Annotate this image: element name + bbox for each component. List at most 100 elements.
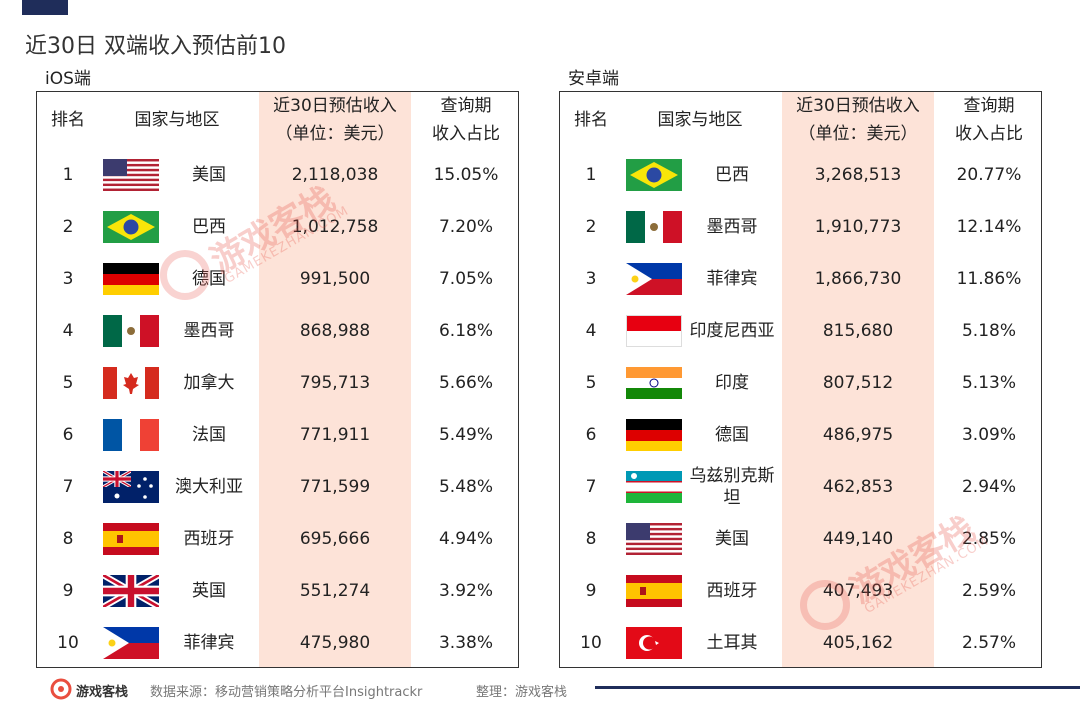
header-region: 国家与地区 (657, 110, 743, 130)
logo-ring (50, 678, 72, 700)
footer-logo-icon (50, 678, 72, 700)
flag-part (626, 523, 682, 526)
flag-part (103, 263, 159, 274)
flag-part (626, 523, 650, 540)
flag-part (103, 173, 159, 177)
revenue: 1,012,758 (291, 217, 379, 237)
flag (103, 367, 159, 399)
region: 土耳其 (706, 633, 758, 653)
flag-part (626, 525, 682, 529)
rank: 9 (62, 581, 74, 601)
revenue: 2,118,038 (291, 165, 379, 185)
flag-part (103, 627, 129, 659)
flag-part (103, 186, 159, 189)
header-rank: 排名 (51, 110, 85, 130)
flag-image (626, 367, 682, 399)
flag-part (655, 641, 659, 645)
flag-part (103, 181, 159, 184)
flag-part (626, 430, 682, 441)
revenue: 807,512 (822, 373, 894, 393)
header-region: 国家与地区 (134, 110, 220, 130)
flag-part (103, 419, 122, 451)
flag-part (626, 378, 682, 388)
flag-part (103, 315, 122, 347)
region: 美国 (192, 165, 226, 185)
flag-part (626, 537, 682, 541)
region: 乌兹别克斯坦 (689, 466, 775, 508)
logo-dot (58, 686, 64, 692)
rank: 1 (585, 165, 597, 185)
flag (626, 211, 682, 243)
flag-image (103, 315, 159, 347)
rank: 6 (62, 425, 74, 445)
flag (103, 159, 159, 192)
flag-part (103, 178, 159, 182)
rank: 3 (62, 269, 74, 289)
flag-part (626, 530, 682, 534)
flag-canton (103, 471, 131, 487)
flag (626, 263, 682, 295)
flag-part (640, 587, 646, 595)
page-title: 近30日 双端收入预估前10 (25, 34, 286, 59)
footer-rule (595, 686, 1080, 689)
flag-part (103, 161, 159, 165)
region: 西班牙 (706, 581, 758, 601)
flag (626, 627, 682, 659)
share: 5.13% (961, 373, 1016, 393)
share: 5.18% (961, 321, 1016, 341)
region: 澳大利亚 (175, 477, 243, 497)
rank: 7 (62, 477, 74, 497)
header-share: 收入占比 (432, 124, 500, 144)
flag-part (140, 419, 159, 451)
flag (103, 263, 159, 295)
flag (103, 627, 159, 659)
share: 7.05% (438, 269, 493, 289)
flag-part (140, 315, 159, 347)
flag-part (626, 367, 682, 378)
flag-part (103, 163, 159, 167)
flag-image (626, 419, 682, 451)
flag-part (626, 532, 682, 536)
share: 2.59% (961, 581, 1016, 601)
share: 15.05% (433, 165, 499, 185)
flag-part (626, 263, 652, 295)
flag (626, 419, 682, 451)
flag-part (626, 419, 682, 430)
region: 加拿大 (183, 373, 235, 393)
watermark-icon (160, 250, 210, 300)
highlight-column (782, 92, 934, 667)
flag-image (626, 523, 682, 556)
revenue: 991,500 (299, 269, 371, 289)
flag-part (626, 552, 682, 556)
table: 排名 国家与地区 近30日预估收入 （单位：美元） 查询期 收入占比 1 巴西 3,268,51… (559, 91, 1042, 668)
flag-part (626, 482, 682, 492)
flag-image (626, 315, 682, 347)
flag-part (649, 378, 659, 388)
flag (101, 572, 161, 610)
flag-part (626, 481, 682, 483)
flag-part (626, 441, 682, 451)
header-rank: 排名 (574, 110, 608, 130)
flag (103, 419, 159, 451)
flag-image (103, 263, 159, 295)
flag-part (103, 188, 159, 192)
region: 英国 (192, 581, 226, 601)
flag-part (137, 484, 141, 488)
flag-image (103, 627, 159, 659)
corner-block (22, 0, 68, 15)
flag-image (626, 471, 682, 503)
flag (103, 211, 159, 243)
region: 巴西 (192, 217, 226, 237)
highlight-column (259, 92, 411, 667)
flag-part (103, 471, 131, 487)
rank: 5 (585, 373, 597, 393)
flag-part (626, 545, 682, 548)
flag-image (103, 471, 159, 503)
flag-part (626, 493, 682, 503)
rank: 3 (585, 269, 597, 289)
flag-part (122, 419, 140, 451)
header-share: 收入占比 (955, 124, 1023, 144)
footer-editor: 整理：游戏客栈 (476, 685, 568, 700)
rank: 6 (585, 425, 597, 445)
flag-image (103, 211, 159, 243)
